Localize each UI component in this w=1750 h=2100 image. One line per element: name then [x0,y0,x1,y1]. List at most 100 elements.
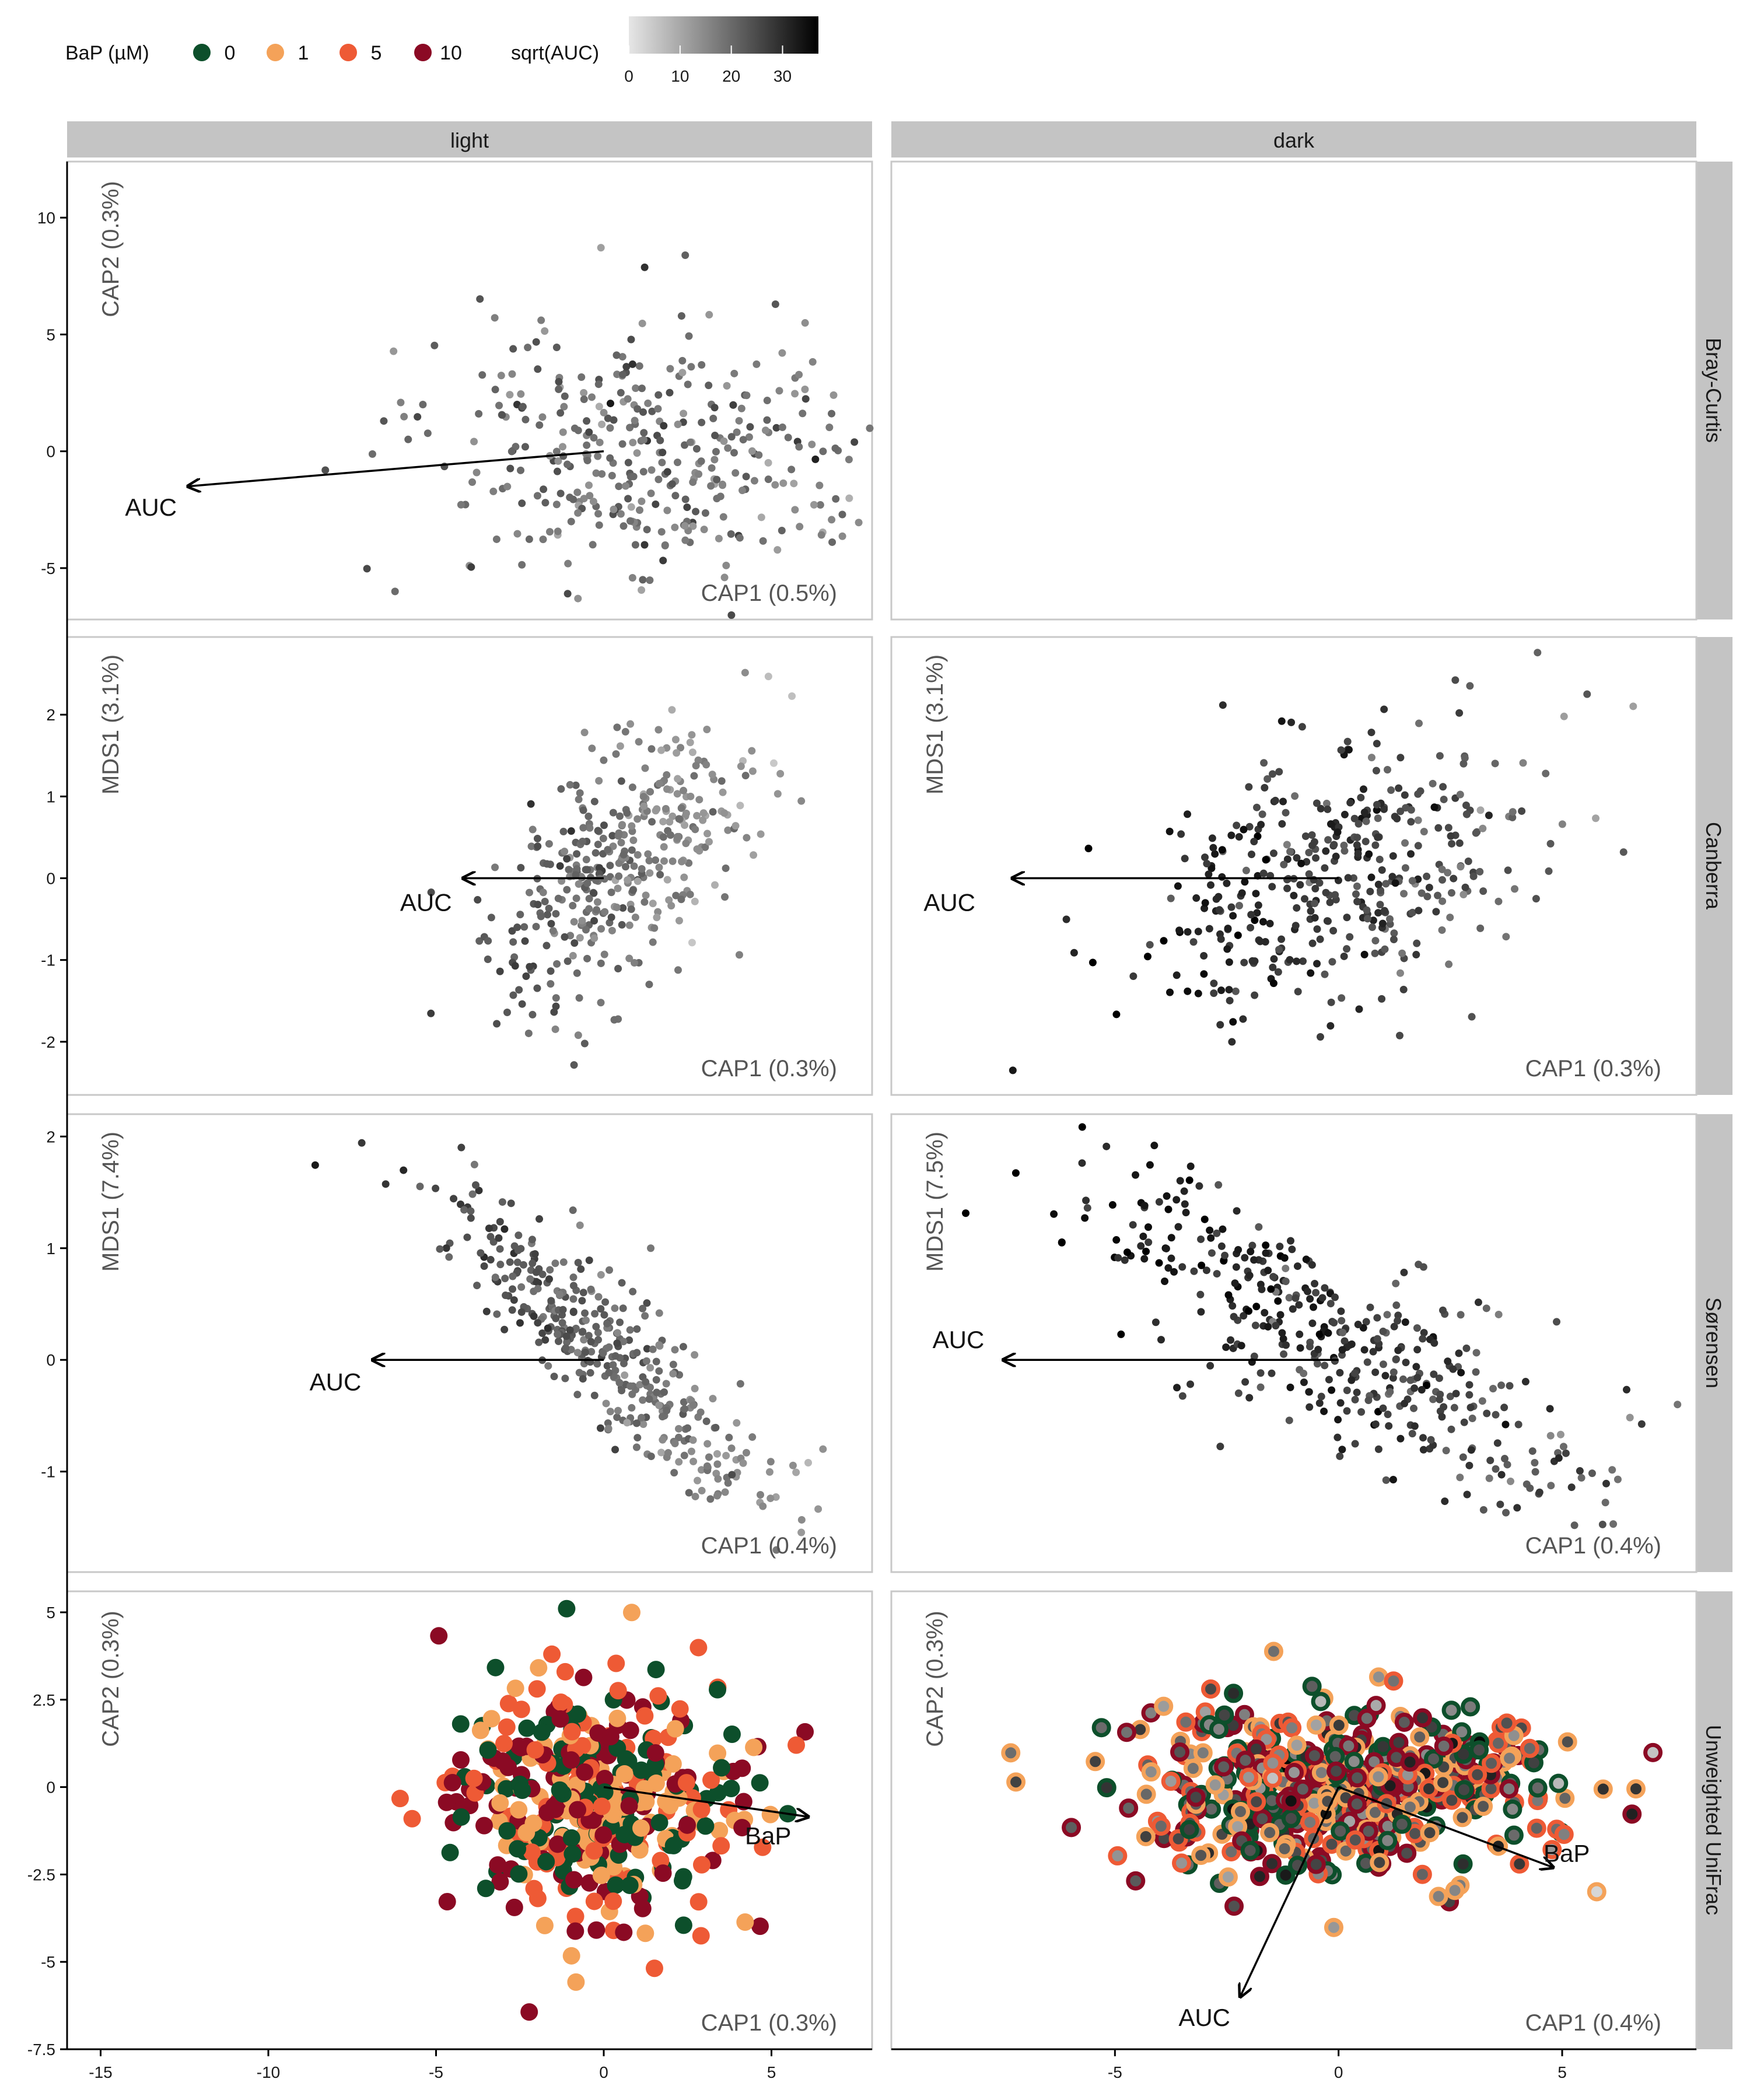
data-point [1395,784,1403,792]
data-point [624,876,632,884]
data-point [613,723,621,732]
data-point [1293,957,1301,965]
data-point [1252,1303,1261,1311]
data-point [687,363,695,371]
data-point [613,1339,621,1348]
data-point [1301,895,1309,903]
data-point [763,416,771,424]
data-point [1228,1038,1236,1046]
data-point [830,391,838,399]
data-point [1351,1395,1359,1404]
data-point [649,900,657,908]
data-point [476,295,484,303]
data-point [1297,859,1306,867]
data-point [615,1825,634,1843]
data-point [660,1388,668,1396]
data-point [1363,906,1371,914]
data-point [1155,1198,1163,1206]
data-point [573,488,582,496]
data-point [1376,855,1384,863]
data-point [1324,1917,1343,1937]
data-point [1413,1374,1422,1382]
data-point [727,1444,736,1452]
data-point [663,506,671,514]
data-point [712,1837,730,1855]
data-point [608,832,617,840]
data-point [655,1367,663,1375]
data-point [1311,1692,1331,1712]
data-point [1396,969,1404,977]
data-point [665,896,673,904]
data-point [576,1221,584,1229]
data-point [509,345,517,353]
data-point [626,424,634,432]
data-point [748,447,756,455]
y-axis-title: CAP2 (0.3%) [922,1611,948,1746]
data-point [1410,1422,1419,1430]
data-point [528,1680,546,1698]
data-point [784,433,792,442]
data-point [687,792,695,800]
data-point [1407,850,1415,858]
data-point [430,1627,448,1645]
data-point [1483,1409,1491,1418]
data-point [1608,1466,1616,1474]
data-point [1388,873,1396,881]
data-point [722,561,730,569]
data-point [1497,1381,1506,1390]
data-point [761,426,769,435]
data-point [1374,833,1382,841]
data-point [674,775,682,783]
data-point [498,1718,516,1736]
data-point [1312,799,1321,807]
data-point [450,1195,458,1203]
data-point [1383,766,1391,774]
data-point [710,456,719,464]
data-point [691,1492,699,1500]
data-point [1343,1386,1351,1394]
data-point [1326,1761,1346,1781]
data-point [648,466,656,474]
data-point [1559,1443,1567,1451]
data-point [656,870,664,878]
data-point [597,1270,605,1279]
data-point [616,1318,624,1326]
data-point [552,447,561,456]
data-point [645,1959,663,1978]
data-point [1264,775,1272,783]
data-point [518,561,526,569]
data-point [629,473,638,481]
data-point [1275,946,1283,954]
data-point [1233,1207,1241,1215]
data-point [1353,882,1361,890]
data-point [1260,1823,1280,1843]
data-point [1378,1831,1398,1850]
data-point [1250,838,1258,846]
data-point [1304,1746,1324,1766]
data-point [666,1720,684,1738]
data-point [655,1341,663,1349]
data-point [724,444,732,452]
data-point [615,482,623,491]
data-point [635,362,643,370]
data-point [1317,804,1325,813]
data-point [1401,839,1409,847]
data-point [681,522,689,530]
data-point [1102,1142,1111,1150]
data-point [743,391,751,400]
data-point [583,879,592,887]
y-tick-label: -2 [41,1033,55,1051]
data-point [550,1373,558,1381]
data-point [517,864,525,872]
data-point [610,1016,618,1024]
data-point [468,1190,477,1198]
data-point [1466,1404,1475,1412]
data-point [1151,1816,1171,1836]
data-point [584,1332,593,1340]
data-point [688,939,696,947]
data-point [1308,831,1316,839]
data-point [583,866,592,874]
data-point [382,1180,390,1188]
data-point [1251,916,1259,925]
data-point [593,898,601,906]
